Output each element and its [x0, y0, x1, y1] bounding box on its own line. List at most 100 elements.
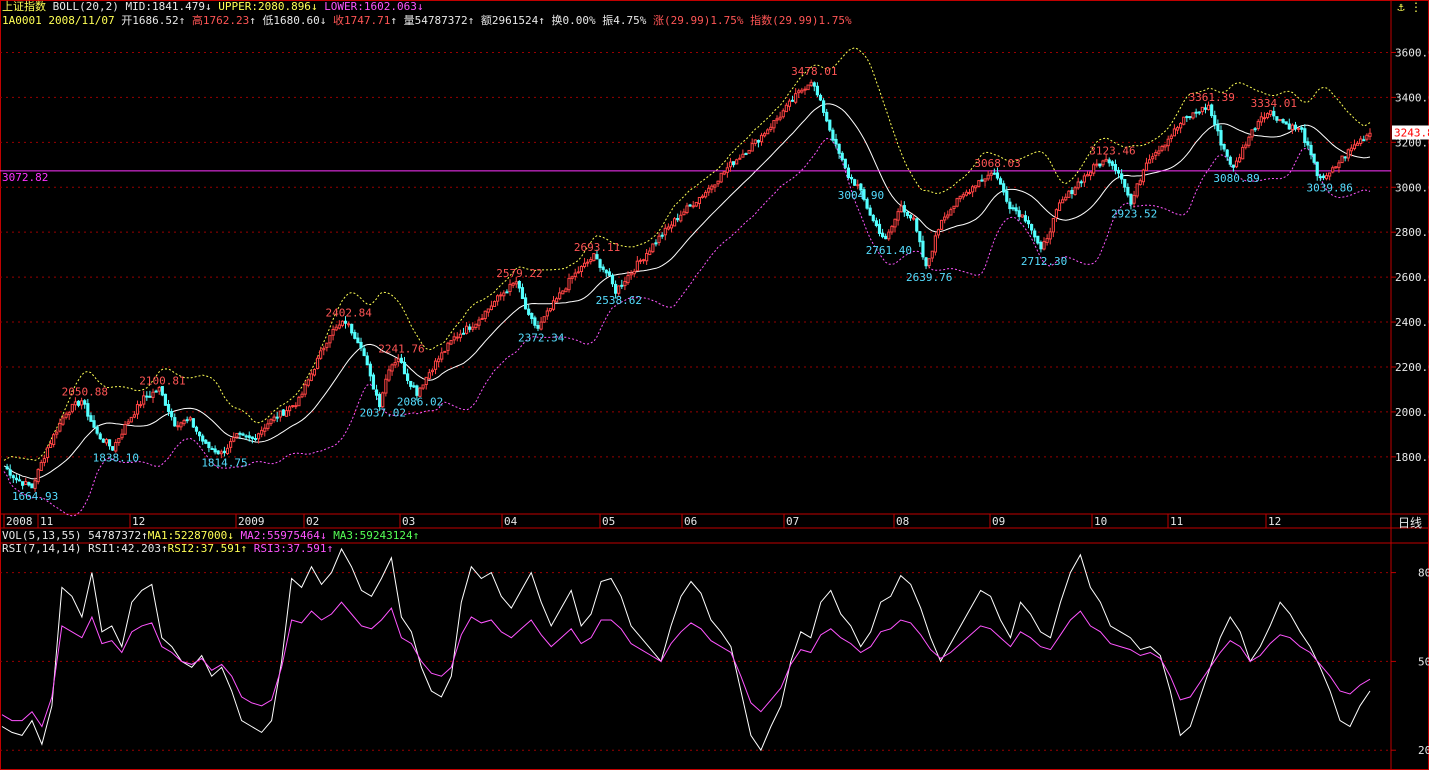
candle-body [384, 378, 388, 394]
candle-body [846, 167, 851, 179]
candle-body [1343, 156, 1347, 159]
candle-body [1002, 183, 1006, 193]
candle-body [1172, 128, 1177, 137]
candle-body [700, 195, 705, 198]
x-tick-label: 03 [402, 515, 415, 528]
candle-body [154, 390, 158, 393]
candle-body [697, 196, 702, 204]
candle-body [868, 207, 872, 216]
rsi-y-tick-label: 80 [1418, 567, 1429, 580]
candle-body [648, 250, 652, 256]
candle-body [1312, 153, 1316, 163]
candle-body [778, 116, 782, 120]
candle-body [896, 211, 900, 221]
rsi-header: RSI(7,14,14) RSI1:42.203↑RSI2:37.591↑ RS… [2, 542, 333, 555]
candle-body [1340, 155, 1344, 164]
up-arrow-icon: ↑ [467, 14, 475, 27]
candle-body [1098, 163, 1102, 167]
candle-body [735, 159, 739, 165]
candle-body [303, 384, 307, 395]
candle-body [30, 483, 34, 489]
candle-body [5, 466, 9, 470]
candle-body [1154, 151, 1158, 157]
candle-body [191, 418, 195, 428]
candle-body [964, 191, 968, 196]
candle-body [573, 272, 577, 278]
candle-body [371, 374, 376, 390]
candle-body [1036, 235, 1040, 244]
candle-body [1135, 183, 1139, 197]
candle-body [1138, 180, 1142, 186]
candle-body [1023, 215, 1027, 222]
candle-body [275, 416, 279, 419]
candle-body [402, 361, 407, 375]
up-arrow-icon: ↑ [326, 542, 334, 555]
candle-body [1244, 144, 1248, 148]
boll-lower-line [3, 138, 1371, 517]
candle-body [511, 282, 515, 286]
candle-body [129, 416, 133, 423]
candle-body [517, 281, 521, 289]
candle-body [1005, 190, 1009, 202]
candle-body [1250, 129, 1254, 138]
candle-body [1113, 164, 1118, 171]
candle-body [27, 482, 31, 486]
candle-body [632, 270, 636, 275]
candle-body [11, 475, 15, 479]
open-value: 开1686.52 [121, 14, 179, 27]
candle-body [533, 317, 537, 326]
candle-body [464, 325, 469, 334]
candle-body [859, 183, 863, 191]
candle-body [1269, 110, 1273, 115]
candle-body [564, 288, 568, 293]
candle-body [1179, 122, 1183, 129]
candle-body [83, 400, 87, 405]
candle-body [260, 429, 264, 435]
candle-body [1141, 169, 1145, 183]
candle-body [539, 321, 543, 330]
candle-body [1185, 116, 1189, 119]
candle-body [1076, 181, 1080, 189]
candle-body [1318, 176, 1322, 179]
candle-body [918, 231, 922, 243]
rsi3-value: RSI3:37.591 [253, 542, 327, 555]
candle-body [685, 205, 689, 214]
candle-body [542, 316, 546, 323]
candle-body [995, 172, 1000, 179]
period-selector[interactable]: 日线 [1398, 516, 1423, 530]
candle-body [955, 198, 959, 207]
candle-body [151, 391, 155, 398]
candle-body [1265, 113, 1270, 119]
candle-body [409, 380, 413, 387]
anchor-icon[interactable]: ⚓ [1397, 0, 1405, 14]
candle-body [722, 171, 726, 175]
candle-body [877, 223, 882, 234]
candle-body [837, 143, 841, 154]
candle-body [1197, 111, 1201, 114]
candle-body [660, 234, 664, 237]
candle-body [884, 235, 888, 240]
code-date: 1A0001 2008/11/07 [2, 14, 115, 27]
price-annotation: 2037.02 [360, 407, 406, 420]
price-annotation: 1838.10 [93, 451, 139, 464]
candle-body [1166, 138, 1170, 147]
menu-icon[interactable]: ⋮ [1410, 0, 1422, 14]
candle-body [17, 479, 22, 482]
candle-body [809, 81, 813, 86]
candle-body [595, 254, 599, 260]
candle-body [514, 281, 518, 285]
candle-body [974, 185, 978, 189]
candle-body [520, 287, 525, 299]
candle-body [319, 350, 323, 359]
up-arrow-icon: ↑ [249, 14, 256, 27]
candle-body [284, 410, 289, 417]
candle-body [1222, 144, 1226, 150]
candle-body [822, 100, 826, 113]
price-annotation: 2579.22 [496, 267, 542, 280]
candle-body [812, 82, 816, 87]
candle-body [145, 395, 149, 398]
candle-body [1147, 159, 1152, 164]
candle-body [1070, 189, 1074, 194]
candle-body [980, 179, 984, 182]
y-tick-label: 3600.00 [1395, 46, 1429, 59]
